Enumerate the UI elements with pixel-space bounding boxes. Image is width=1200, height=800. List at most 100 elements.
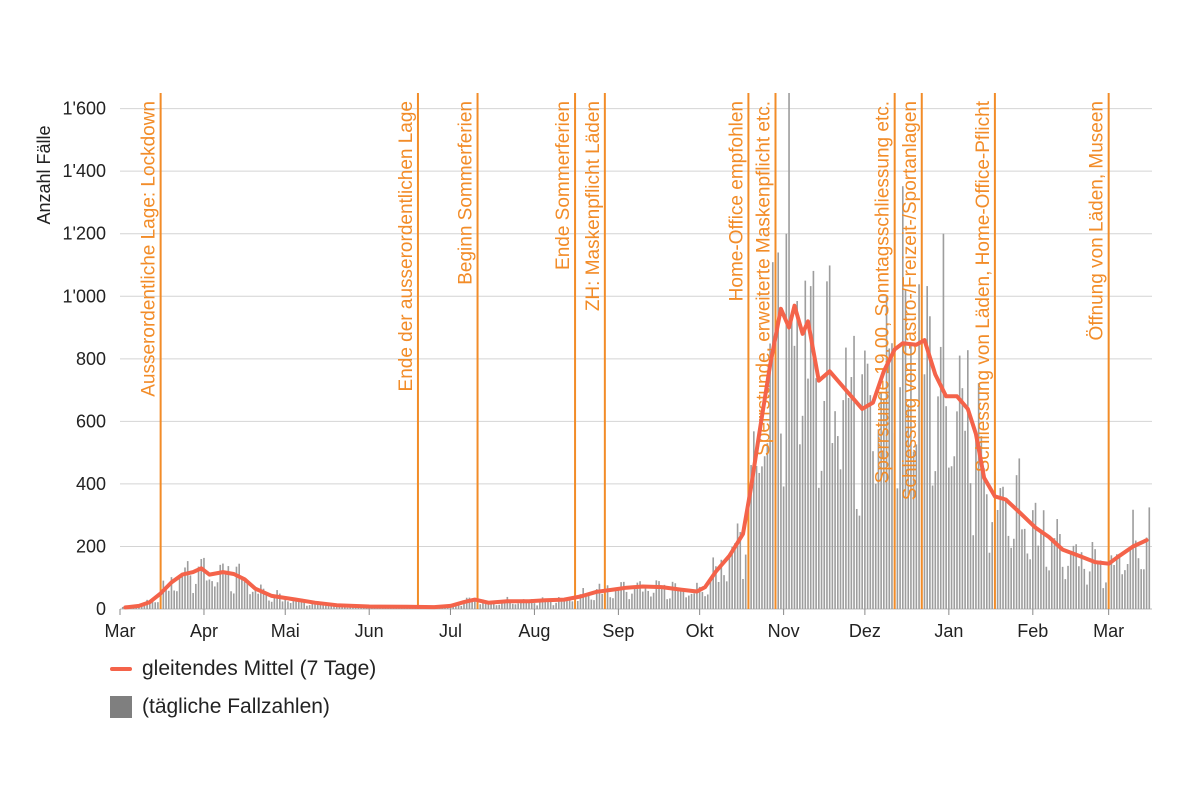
daily-case-bar bbox=[308, 605, 311, 609]
daily-case-bar bbox=[1032, 510, 1034, 609]
daily-case-bar bbox=[761, 466, 763, 609]
daily-case-bar bbox=[224, 571, 227, 609]
annotation-label: Ausserordentliche Lage: Lockdown bbox=[139, 101, 160, 397]
daily-case-bar bbox=[966, 350, 969, 609]
daily-case-bar bbox=[579, 594, 582, 609]
daily-case-bar bbox=[154, 602, 157, 609]
daily-case-bar bbox=[688, 595, 690, 609]
daily-case-bar bbox=[985, 494, 988, 609]
daily-case-bar bbox=[866, 363, 869, 609]
daily-case-bar bbox=[316, 601, 319, 609]
daily-case-bar bbox=[568, 598, 571, 609]
daily-case-bar bbox=[934, 471, 937, 609]
daily-case-bar bbox=[587, 596, 590, 609]
daily-case-bar bbox=[734, 543, 736, 609]
daily-case-bar bbox=[184, 567, 186, 609]
daily-case-bar bbox=[1034, 502, 1037, 609]
daily-case-bar bbox=[839, 469, 842, 609]
daily-case-bar bbox=[330, 605, 333, 609]
daily-case-bar bbox=[750, 465, 752, 609]
daily-case-bar bbox=[877, 429, 880, 609]
y-tick-label: 200 bbox=[76, 536, 106, 556]
x-tick-label: Okt bbox=[686, 621, 714, 641]
legend: gleitendes Mittel (7 Tage) (tägliche Fal… bbox=[110, 650, 376, 726]
daily-case-bar bbox=[953, 456, 956, 609]
daily-case-bar bbox=[809, 286, 812, 609]
daily-case-bar bbox=[576, 600, 579, 609]
daily-case-bar bbox=[251, 591, 254, 609]
daily-case-bar bbox=[1091, 542, 1094, 609]
daily-case-bar bbox=[753, 431, 755, 609]
daily-case-bar bbox=[977, 383, 980, 609]
daily-case-bar bbox=[907, 404, 910, 609]
daily-case-bar bbox=[926, 286, 928, 609]
daily-case-bar bbox=[170, 577, 173, 609]
daily-case-bar bbox=[297, 600, 300, 609]
daily-case-bar bbox=[463, 603, 465, 609]
daily-case-bar bbox=[195, 583, 197, 609]
daily-case-bar bbox=[549, 600, 552, 609]
daily-case-bar bbox=[511, 603, 514, 609]
x-tick-label: Mar bbox=[105, 621, 136, 641]
daily-case-bar bbox=[945, 406, 947, 609]
daily-case-bar bbox=[988, 552, 991, 609]
daily-case-bar bbox=[650, 596, 652, 609]
daily-case-bar bbox=[1064, 579, 1067, 609]
daily-case-bar bbox=[674, 583, 677, 609]
daily-case-bar bbox=[1018, 458, 1021, 609]
daily-case-bar bbox=[254, 589, 257, 609]
daily-case-bar bbox=[704, 596, 706, 609]
daily-case-bar bbox=[1023, 528, 1026, 609]
daily-case-bar bbox=[1110, 555, 1113, 609]
x-tick-label: Sep bbox=[602, 621, 634, 641]
daily-case-bar bbox=[685, 597, 687, 609]
daily-case-bar bbox=[121, 606, 124, 609]
daily-case-bar bbox=[1026, 553, 1029, 609]
daily-case-bar bbox=[744, 554, 747, 609]
daily-case-bar bbox=[696, 582, 698, 609]
daily-case-bar bbox=[639, 581, 641, 609]
daily-case-bar bbox=[346, 607, 349, 609]
daily-case-bar bbox=[186, 561, 189, 609]
daily-case-bar bbox=[706, 594, 709, 609]
daily-case-bar bbox=[910, 343, 912, 609]
daily-case-bar bbox=[563, 599, 566, 609]
daily-case-bar bbox=[617, 589, 620, 609]
daily-case-bar bbox=[1053, 538, 1056, 609]
daily-case-bar bbox=[165, 588, 167, 609]
daily-case-bar bbox=[961, 388, 964, 609]
daily-case-bar bbox=[482, 599, 484, 609]
daily-case-bar bbox=[1029, 559, 1031, 609]
daily-case-bar bbox=[1075, 544, 1077, 609]
daily-case-bar bbox=[1059, 534, 1061, 609]
x-tick-label: Jun bbox=[355, 621, 384, 641]
daily-case-bar bbox=[972, 535, 975, 609]
daily-case-bar bbox=[820, 470, 823, 609]
x-tick-label: Apr bbox=[190, 621, 218, 641]
daily-case-bar bbox=[823, 400, 826, 609]
daily-case-bar bbox=[620, 582, 622, 609]
y-tick-label: 800 bbox=[76, 349, 106, 369]
daily-case-bar bbox=[238, 563, 240, 609]
daily-case-bar bbox=[847, 397, 850, 609]
daily-case-bar bbox=[1143, 569, 1145, 609]
daily-case-bar bbox=[996, 509, 999, 609]
legend-item-daily-cases: (tägliche Fallzahlen) bbox=[110, 688, 376, 726]
daily-case-bar bbox=[912, 451, 915, 609]
daily-case-bar bbox=[1072, 545, 1075, 609]
daily-case-bar bbox=[528, 602, 530, 609]
daily-case-bar bbox=[731, 546, 733, 609]
daily-case-bar bbox=[958, 355, 961, 609]
daily-case-bar bbox=[178, 575, 181, 609]
daily-case-bar bbox=[148, 601, 151, 609]
daily-case-bar bbox=[804, 280, 807, 609]
x-tick-label: Dez bbox=[849, 621, 881, 641]
daily-case-bar bbox=[780, 433, 782, 609]
daily-case-bar bbox=[818, 487, 820, 609]
annotation-label: Ende der ausserordentlichen Lage bbox=[396, 101, 417, 391]
daily-case-bar bbox=[782, 486, 785, 609]
daily-case-bar bbox=[658, 581, 660, 609]
daily-case-bar bbox=[915, 444, 918, 609]
daily-case-bar bbox=[525, 600, 528, 609]
daily-case-bar bbox=[861, 374, 863, 609]
